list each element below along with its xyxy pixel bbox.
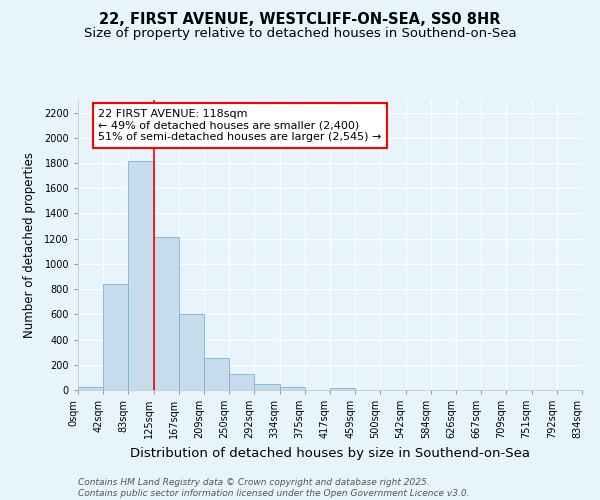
- Text: 22, FIRST AVENUE, WESTCLIFF-ON-SEA, SS0 8HR: 22, FIRST AVENUE, WESTCLIFF-ON-SEA, SS0 …: [99, 12, 501, 28]
- Bar: [330, 388, 355, 390]
- Y-axis label: Number of detached properties: Number of detached properties: [23, 152, 36, 338]
- Text: Contains HM Land Registry data © Crown copyright and database right 2025.
Contai: Contains HM Land Registry data © Crown c…: [78, 478, 470, 498]
- Text: 22 FIRST AVENUE: 118sqm
← 49% of detached houses are smaller (2,400)
51% of semi: 22 FIRST AVENUE: 118sqm ← 49% of detache…: [98, 109, 382, 142]
- Bar: [229, 374, 254, 390]
- Bar: [254, 384, 280, 390]
- Bar: [179, 314, 204, 390]
- Bar: [154, 238, 179, 390]
- Bar: [78, 387, 103, 390]
- Text: Size of property relative to detached houses in Southend-on-Sea: Size of property relative to detached ho…: [83, 28, 517, 40]
- Bar: [103, 284, 128, 390]
- X-axis label: Distribution of detached houses by size in Southend-on-Sea: Distribution of detached houses by size …: [130, 446, 530, 460]
- Bar: [128, 160, 154, 390]
- Bar: [280, 387, 305, 390]
- Bar: [204, 358, 229, 390]
